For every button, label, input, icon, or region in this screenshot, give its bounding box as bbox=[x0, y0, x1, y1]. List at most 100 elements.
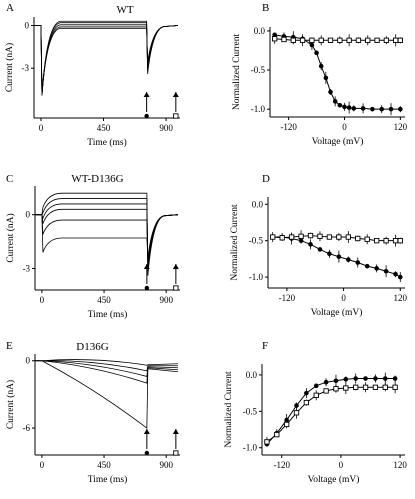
panel-d-series-2-point bbox=[355, 235, 361, 242]
panel-e-x-tick-label: 900 bbox=[159, 460, 173, 470]
panel-d-series-2-point bbox=[317, 233, 323, 239]
panel-a-marker-open-square bbox=[173, 113, 179, 119]
panel-f-series-2-point bbox=[392, 384, 398, 390]
panel-d-series-2-point bbox=[374, 238, 380, 244]
panel-f-series-2-point bbox=[264, 439, 270, 445]
panel-b-series-2-point bbox=[397, 37, 403, 43]
panel-b-series-1-point bbox=[323, 75, 329, 81]
panel-f-y-tick-label: -1.0 bbox=[243, 443, 258, 453]
panel-d-series-2-point bbox=[336, 234, 342, 240]
panel-d-series-2-point bbox=[270, 234, 276, 240]
panel-f-x-tick-label: 0 bbox=[339, 460, 344, 470]
panel-b-series-2-point bbox=[309, 37, 315, 43]
panel-b-y-tick-label: -1.0 bbox=[251, 104, 266, 114]
panel-f-series-2-point bbox=[303, 399, 310, 406]
panel-f-series-1-point bbox=[382, 376, 388, 381]
panel-b-series-2-point bbox=[365, 37, 371, 43]
panel-d-series-1-point bbox=[364, 263, 370, 269]
panel-c-y-tick-label: -3 bbox=[23, 263, 31, 273]
panel-f-x-tick-label: -120 bbox=[273, 460, 290, 470]
panel-d-x-tick-label: 120 bbox=[394, 293, 408, 303]
panel-b-series-1-point bbox=[360, 106, 366, 111]
panel-f-series-1-point bbox=[363, 376, 368, 381]
panel-b-series-1-point bbox=[370, 106, 375, 112]
panel-b-series-1-point bbox=[337, 102, 343, 108]
panel-a-trace bbox=[34, 24, 179, 96]
panel-b-series-2-point bbox=[337, 37, 343, 43]
panel-d-series-2-point bbox=[383, 238, 389, 244]
panel-e-arrow-head bbox=[172, 429, 179, 434]
panel-f-series-1-point bbox=[333, 378, 339, 384]
panel-f-series-2-point bbox=[333, 386, 339, 392]
panel-c-trace bbox=[35, 208, 179, 265]
panel-d-series-1-point bbox=[336, 254, 342, 259]
panel-c-trace bbox=[35, 214, 179, 258]
panel-e-trace bbox=[35, 360, 179, 384]
panel-e-y-tick-label: 0 bbox=[26, 356, 31, 366]
panel-d-x-tick-label: 0 bbox=[341, 293, 346, 303]
panel-a-trace bbox=[34, 25, 179, 96]
panel-b-series-1-point bbox=[309, 42, 315, 48]
panel-e-arrow-head bbox=[143, 429, 150, 434]
panel-c-x-tick-label: 450 bbox=[97, 295, 111, 305]
panel-b-x-label: Voltage (mV) bbox=[312, 136, 364, 147]
panel-d-series-2-point bbox=[326, 234, 333, 240]
panel-b-series-2-point bbox=[327, 37, 334, 43]
panel-e-title: D136G bbox=[76, 341, 108, 353]
panel-a-title: WT bbox=[116, 4, 133, 16]
panel-f-series-2-point bbox=[323, 388, 329, 394]
panel-a-arrow-head bbox=[172, 92, 179, 97]
panel-f-x-label: Voltage (mV) bbox=[308, 474, 360, 485]
panel-c-x-label: Time (ms) bbox=[88, 309, 128, 320]
panel-b-y-tick-label: 0.0 bbox=[254, 26, 266, 36]
panel-d-series-2-point bbox=[307, 232, 314, 239]
panel-a-x-tick-label: 450 bbox=[97, 123, 111, 133]
panel-b-y-tick-label: -0.5 bbox=[251, 65, 266, 75]
panel-a-marker-filled-circle bbox=[144, 113, 149, 119]
panel-b-series-2-point bbox=[281, 36, 287, 43]
panel-d-y-label: Normalized Current bbox=[230, 204, 240, 281]
panel-f-series-1-point bbox=[284, 417, 289, 423]
panel-a-x-tick-label: 900 bbox=[159, 123, 173, 133]
panel-d-series-1-point bbox=[346, 257, 351, 262]
panel-b-x-tick-label: 120 bbox=[394, 122, 408, 132]
panel-d-series-2-point bbox=[345, 234, 351, 240]
panel-a-letter: A bbox=[6, 2, 14, 14]
panel-d-series-2-point bbox=[298, 233, 304, 239]
panel-c-trace bbox=[35, 203, 179, 269]
panel-e-marker-open-square bbox=[173, 450, 179, 456]
panel-b-series-2-point bbox=[374, 37, 380, 43]
panel-b-x-tick-label: 0 bbox=[342, 122, 347, 132]
panel-e-y-tick-label: -6 bbox=[23, 423, 31, 433]
panel-d-series-2-point bbox=[279, 235, 285, 241]
panel-a-y-tick-label: 0 bbox=[25, 21, 30, 31]
panel-b-series-1-point bbox=[342, 104, 347, 110]
panel-b-series-2-point bbox=[290, 37, 296, 43]
panel-c-y-tick-label: 0 bbox=[26, 210, 31, 220]
panel-d-y-tick-label: 0.0 bbox=[252, 199, 264, 209]
panel-f-series-2-point bbox=[343, 385, 349, 391]
panel-b-series-1-point bbox=[379, 106, 385, 112]
panel-d-y-tick-label: -0.5 bbox=[249, 236, 264, 246]
panel-b-letter: B bbox=[262, 2, 269, 14]
panel-b-series-2-point bbox=[272, 36, 278, 42]
panel-b-series-2-point bbox=[355, 37, 362, 43]
panel-c-arrow-head bbox=[143, 264, 150, 269]
panel-f-series-2-point bbox=[293, 410, 300, 416]
panel-f-series-1-point bbox=[353, 376, 358, 381]
panel-e-x-tick-label: 450 bbox=[97, 460, 111, 470]
panel-b-series-1-point bbox=[388, 106, 394, 112]
panel-e-marker-filled-circle bbox=[144, 450, 150, 456]
panel-b-x-tick-label: -120 bbox=[280, 122, 297, 132]
panel-b-series-2-point bbox=[383, 37, 390, 43]
panel-f-series-2-point bbox=[362, 384, 369, 390]
panel-e-x-label: Time (ms) bbox=[88, 474, 128, 485]
panel-f-x-tick-label: 120 bbox=[393, 460, 407, 470]
panel-f-series-1-point bbox=[304, 390, 309, 396]
panel-d-series-2-point bbox=[288, 234, 295, 240]
panel-f-series-2-point bbox=[382, 384, 388, 390]
panel-b-series-1-point bbox=[351, 106, 357, 111]
panel-f-series-1-point bbox=[373, 376, 378, 381]
panel-d-letter: D bbox=[262, 173, 270, 185]
